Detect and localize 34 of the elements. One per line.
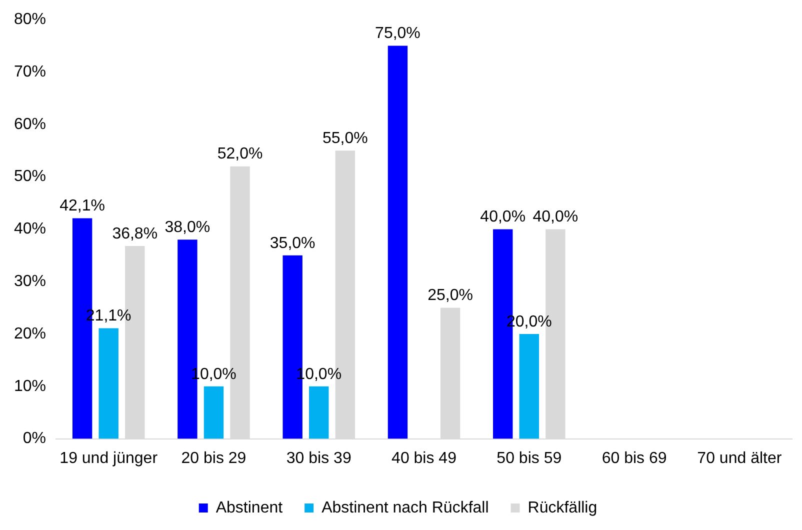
x-tick-label: 50 bis 59	[496, 450, 562, 467]
data-label: 35,0%	[270, 234, 316, 252]
legend-label: Abstinent	[216, 499, 284, 516]
y-tick-label: 40%	[14, 220, 46, 238]
data-label: 52,0%	[217, 146, 263, 163]
y-tick-label: 60%	[14, 116, 46, 133]
y-tick-label: 0%	[22, 430, 46, 448]
data-label: 36,8%	[112, 225, 158, 242]
x-tick-label: 30 bis 39	[286, 450, 352, 467]
legend-label: Rückfällig	[528, 499, 598, 516]
y-tick-label: 50%	[14, 168, 46, 186]
bar	[204, 386, 224, 439]
y-tick-label: 20%	[14, 325, 46, 342]
y-tick-label: 30%	[14, 273, 46, 290]
legend-label: Abstinent nach Rückfall	[322, 499, 489, 516]
data-label: 40,0%	[480, 208, 526, 226]
bar	[98, 328, 118, 439]
data-label: 75,0%	[375, 25, 420, 42]
x-tick-label: 60 bis 69	[602, 450, 667, 467]
bar	[519, 334, 540, 439]
data-label: 38,0%	[164, 219, 210, 236]
data-label: 40,0%	[532, 208, 578, 226]
data-label: 42,1%	[60, 198, 105, 215]
y-tick-label: 80%	[14, 11, 46, 28]
x-tick-label: 40 bis 49	[392, 450, 457, 467]
y-tick-label: 70%	[14, 63, 46, 80]
bar	[309, 386, 329, 439]
data-label: 55,0%	[322, 130, 368, 148]
bar	[388, 46, 408, 439]
y-tick-label: 10%	[14, 378, 46, 395]
x-tick-label: 70 und älter	[697, 450, 782, 467]
x-tick-label: 20 bis 29	[181, 450, 246, 467]
x-tick-label: 19 und jünger	[60, 450, 158, 467]
data-label: 25,0%	[428, 287, 473, 304]
